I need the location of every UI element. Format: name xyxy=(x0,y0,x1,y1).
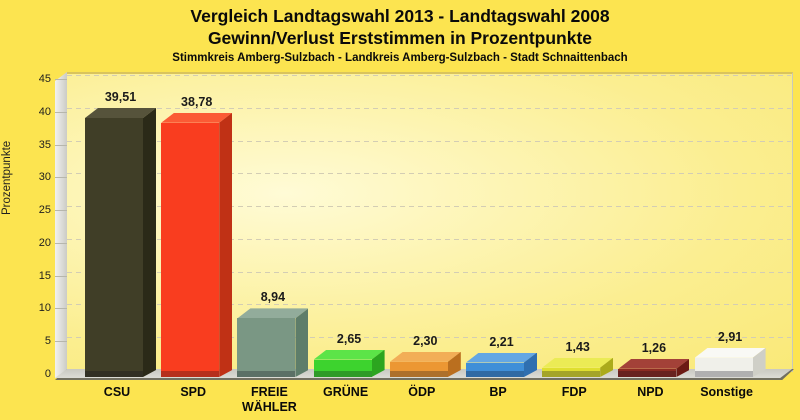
bar-front-face xyxy=(694,357,753,377)
bar-side-face xyxy=(295,308,309,377)
bar-bottom-shadow xyxy=(618,370,677,377)
wall-tick-20 xyxy=(55,242,67,244)
bar-top-face xyxy=(389,351,461,362)
bar-bottom-shadow xyxy=(161,370,220,377)
y-tick-label-15: 15 xyxy=(38,269,51,282)
gridline-30 xyxy=(67,173,791,175)
bar-top-face xyxy=(85,107,156,118)
bar-front-face xyxy=(313,359,372,377)
x-axis-label-grüne: GRÜNE xyxy=(323,385,369,399)
bar-bottom-shadow xyxy=(237,370,296,377)
bar-spd xyxy=(161,112,233,377)
bar-bottom-shadow xyxy=(85,370,143,377)
bar-value-label-fdp: 1,43 xyxy=(565,339,590,354)
y-tick-label-45: 45 xyxy=(38,73,51,85)
bar-csu xyxy=(85,107,156,377)
y-tick-label-5: 5 xyxy=(44,335,51,348)
bar-freie-wähler xyxy=(237,308,309,377)
chart-title-line2: Gewinn/Verlust Erststimmen in Prozentpun… xyxy=(207,28,593,48)
wall-tick-35 xyxy=(55,144,67,146)
bar-bp xyxy=(466,352,537,377)
wall-tick-30 xyxy=(55,177,67,179)
y-tick-label-40: 40 xyxy=(38,105,51,118)
bar-side-face xyxy=(219,112,233,377)
bar-top-face xyxy=(618,358,690,369)
wall-tick-25 xyxy=(55,210,67,212)
bar-value-label-sonstige: 2,91 xyxy=(717,329,743,344)
bar-fdp xyxy=(542,357,614,377)
bar-sonstige xyxy=(694,347,766,377)
bar-value-label-spd: 38,78 xyxy=(181,94,213,109)
x-axis-label-bp: BP xyxy=(489,385,507,399)
y-axis-title: Prozentpunkte xyxy=(1,140,13,215)
y-tick-label-0: 0 xyxy=(44,368,51,380)
bar-top-face xyxy=(542,357,614,368)
gridline-25 xyxy=(67,206,791,208)
x-axis-label-spd: SPD xyxy=(180,385,207,399)
bar-bottom-shadow xyxy=(313,370,372,377)
wall-tick-10 xyxy=(55,308,67,310)
y-tick-label-10: 10 xyxy=(38,302,51,315)
wall-tick-45 xyxy=(55,79,67,80)
bar-front-face xyxy=(237,318,296,377)
gridline-45 xyxy=(67,75,791,76)
gridline-40 xyxy=(67,107,791,109)
bar-bottom-shadow xyxy=(389,370,448,377)
bar-grüne xyxy=(313,349,385,377)
bar-side-face xyxy=(143,107,156,377)
wall-tick-40 xyxy=(55,111,67,113)
y-tick-label-25: 25 xyxy=(38,204,51,217)
x-axis-label-npd: NPD xyxy=(637,385,664,399)
plot-area-left-wall-3d xyxy=(55,72,67,378)
x-axis-label-freie-wähler: FREIE WÄHLER xyxy=(241,385,297,414)
bar-bottom-shadow xyxy=(466,370,524,377)
bar-npd xyxy=(618,358,690,377)
bar-top-face xyxy=(694,347,766,358)
y-tick-label-35: 35 xyxy=(38,138,51,151)
x-axis-label-csu: CSU xyxy=(103,385,131,399)
chart-subtitle: Stimmkreis Amberg-Sulzbach - Landkreis A… xyxy=(172,52,628,64)
bar-front-face xyxy=(85,117,143,377)
gridline-20 xyxy=(67,238,791,240)
bar-value-label-csu: 39,51 xyxy=(104,89,137,104)
x-axis-label-fdp: FDP xyxy=(561,385,587,399)
gridline-10 xyxy=(67,304,791,306)
bar-top-face xyxy=(466,352,537,363)
x-axis-label-sonstige: Sonstige xyxy=(700,385,753,399)
bar-top-face xyxy=(161,112,233,123)
gridline-35 xyxy=(67,140,791,142)
bar-front-face xyxy=(542,367,601,377)
bar-top-face xyxy=(237,308,309,319)
bar-value-label-grüne: 2,65 xyxy=(336,331,362,346)
y-tick-label-20: 20 xyxy=(38,236,51,249)
bar-bottom-shadow xyxy=(694,370,753,377)
bar-front-face xyxy=(466,362,524,377)
bar-front-face xyxy=(161,122,220,377)
bar-front-face xyxy=(618,368,677,377)
wall-tick-5 xyxy=(55,341,67,343)
chart-title-line1: Vergleich Landtagswahl 2013 - Landtagswa… xyxy=(190,6,610,26)
bar-value-label-npd: 1,26 xyxy=(641,340,667,355)
bar-value-label-bp: 2,21 xyxy=(489,334,514,349)
bar-value-label-ödp: 2,30 xyxy=(413,333,438,348)
bar-top-face xyxy=(313,349,385,360)
x-axis-label-ödp: ÖDP xyxy=(408,385,436,399)
bar-ödp xyxy=(389,351,461,377)
gridline-5 xyxy=(67,337,791,339)
bar-value-label-freie-wähler: 8,94 xyxy=(260,290,286,305)
wall-tick-15 xyxy=(55,275,67,277)
bar-front-face xyxy=(389,361,448,377)
bar-bottom-shadow xyxy=(542,370,601,377)
y-tick-label-30: 30 xyxy=(38,171,51,184)
gridline-15 xyxy=(67,271,791,273)
